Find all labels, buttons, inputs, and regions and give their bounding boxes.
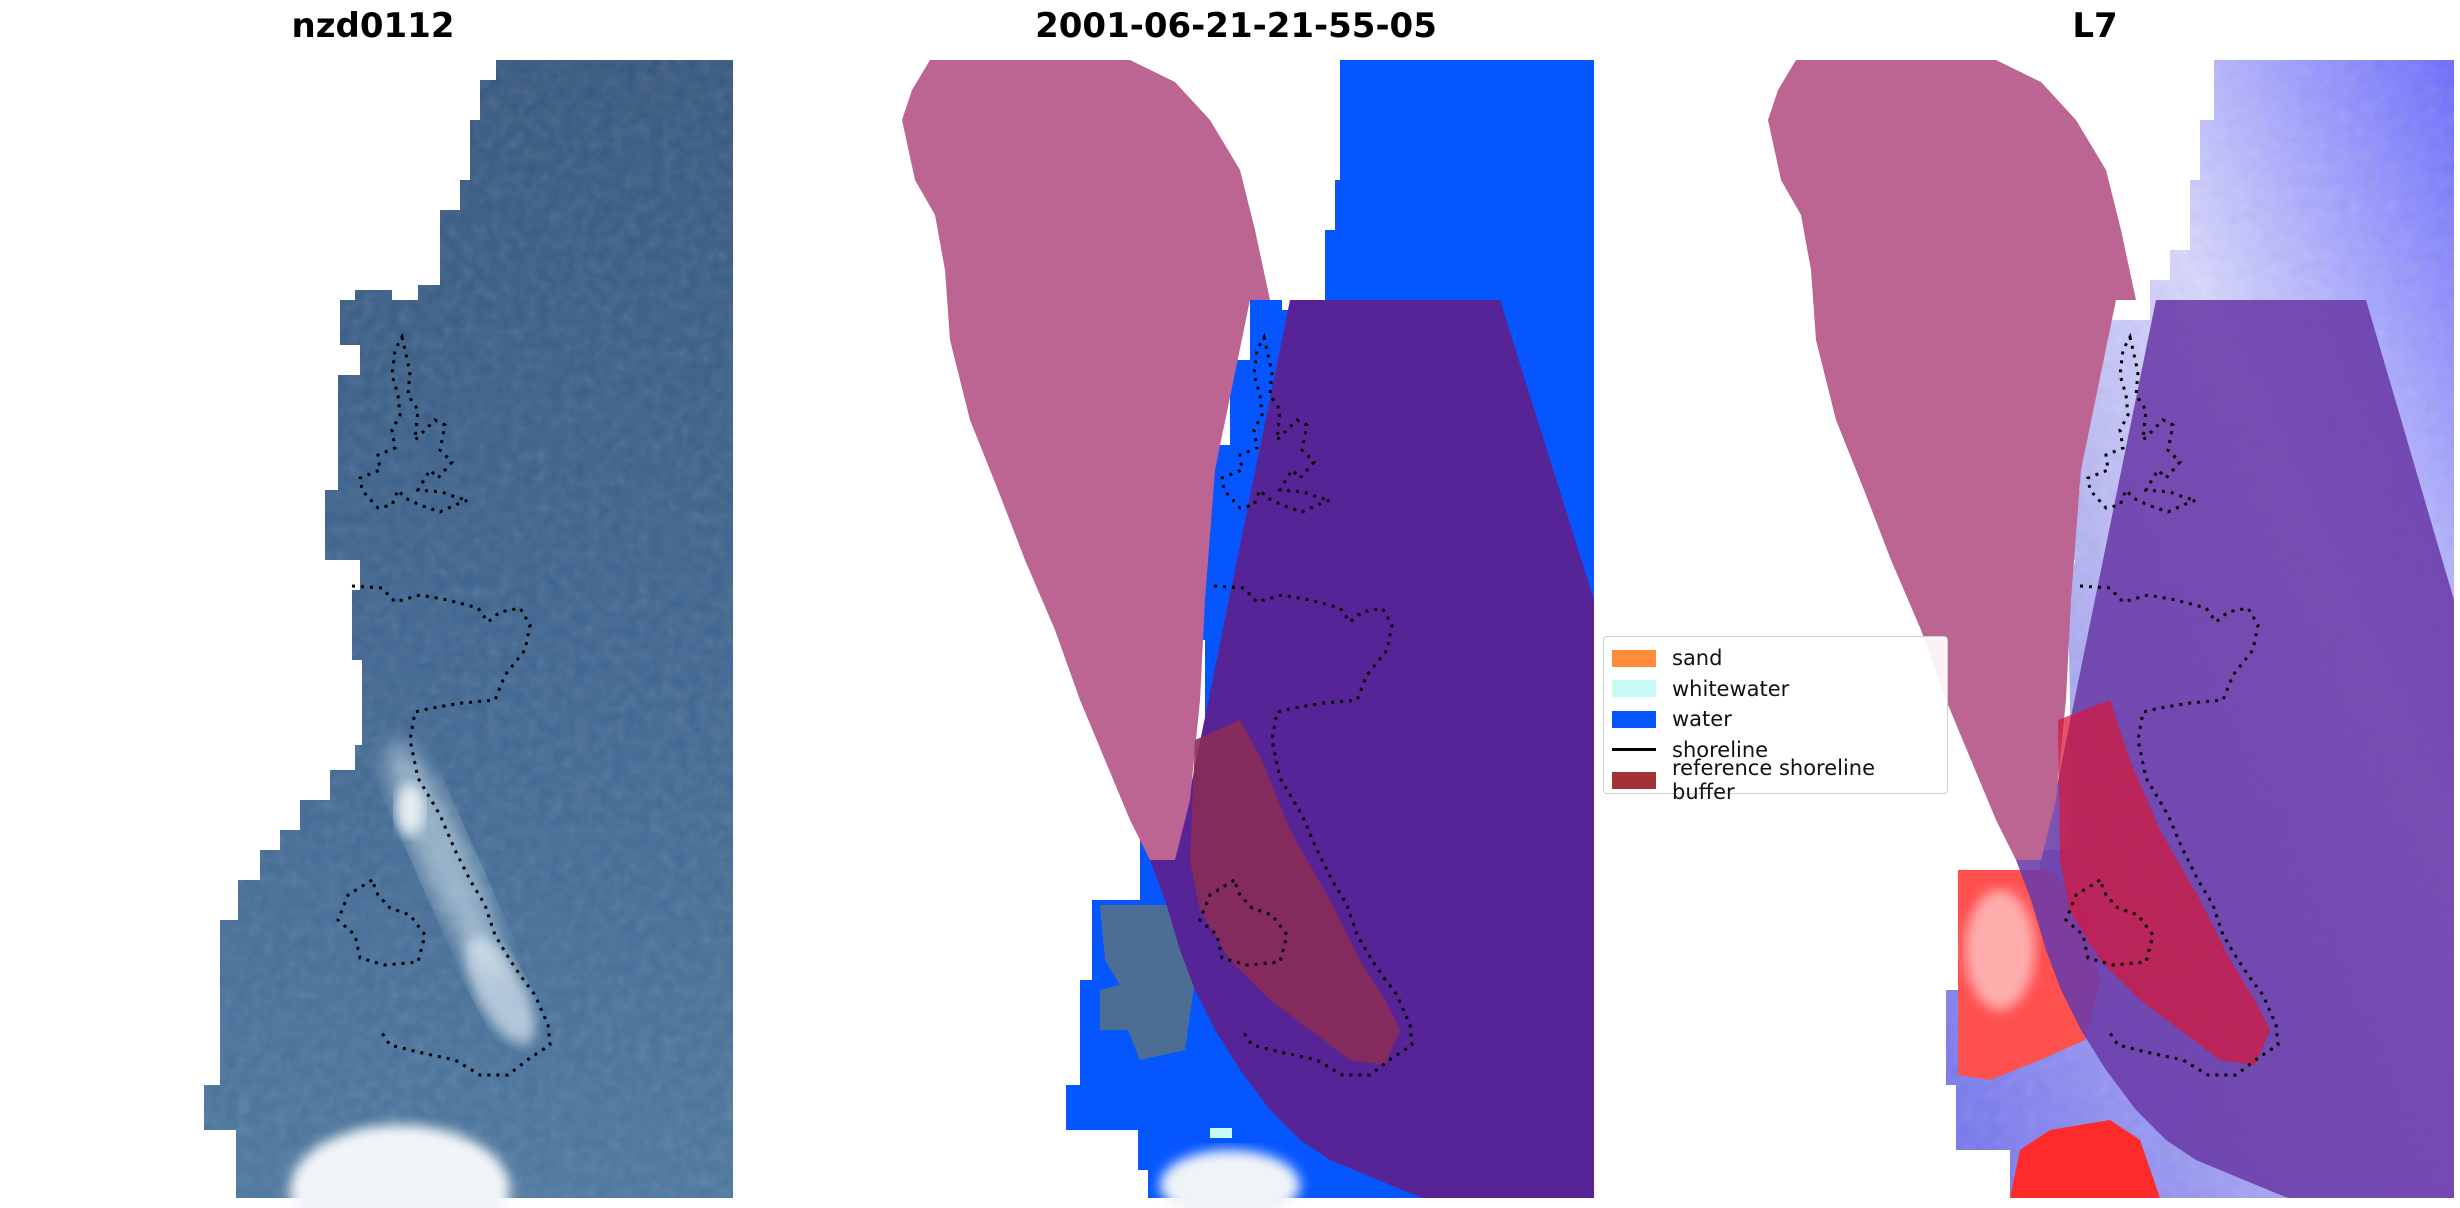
- rgb-shoreline: [336, 332, 552, 1077]
- rgb-cloud-bottom: [290, 1125, 510, 1208]
- legend-label-sand: sand: [1672, 646, 1723, 671]
- panel-title-classification: 2001-06-21-21-55-05: [1035, 6, 1437, 46]
- legend-item-shoreline: shoreline: [1612, 735, 1939, 766]
- legend-swatch-whitewater: [1612, 680, 1656, 698]
- legend-item-water: water: [1612, 704, 1939, 735]
- legend-swatch-water: [1612, 710, 1656, 728]
- panel-title-index: L7: [2072, 6, 2118, 46]
- legend-label-whitewater: whitewater: [1672, 676, 1790, 701]
- legend-label-buffer: reference shoreline buffer: [1672, 756, 1876, 805]
- index-land-red-left-highlight: [1965, 890, 2035, 1010]
- rgb-texture: [204, 60, 733, 1198]
- index-land-red-bottom: [2010, 1120, 2160, 1198]
- legend: sand whitewater water shoreline referenc…: [1603, 636, 1948, 804]
- panel-title-rgb: nzd0112: [291, 6, 455, 46]
- index-buffer-red-band: [2058, 700, 2270, 1065]
- classification-shoreline: [1198, 332, 1414, 1077]
- classification-unclassified-patches: [1100, 905, 1300, 1208]
- legend-item-whitewater: whitewater: [1612, 674, 1939, 705]
- rgb-whitewater-lower: [464, 935, 536, 1045]
- rgb-whitewater-spot: [396, 784, 424, 836]
- classification-buffer-red: [1190, 720, 1400, 1065]
- legend-label-shoreline: shoreline: [1672, 737, 1769, 762]
- index-buffer-pink: [1768, 60, 2136, 860]
- legend-swatch-sand: [1612, 649, 1656, 667]
- legend-swatch-shoreline: [1612, 748, 1656, 752]
- classification-panel: [902, 60, 1594, 1208]
- legend-item-buffer: reference shoreline buffer: [1612, 756, 1939, 804]
- classification-buffer-pink: [902, 60, 1270, 860]
- legend-item-sand: sand: [1612, 643, 1939, 674]
- rgb-image-panel: [204, 60, 733, 1208]
- legend-label-water: water: [1672, 707, 1732, 732]
- index-shoreline: [2064, 332, 2280, 1077]
- legend-swatch-buffer: [1612, 771, 1656, 789]
- index-panel: [1768, 60, 2454, 1198]
